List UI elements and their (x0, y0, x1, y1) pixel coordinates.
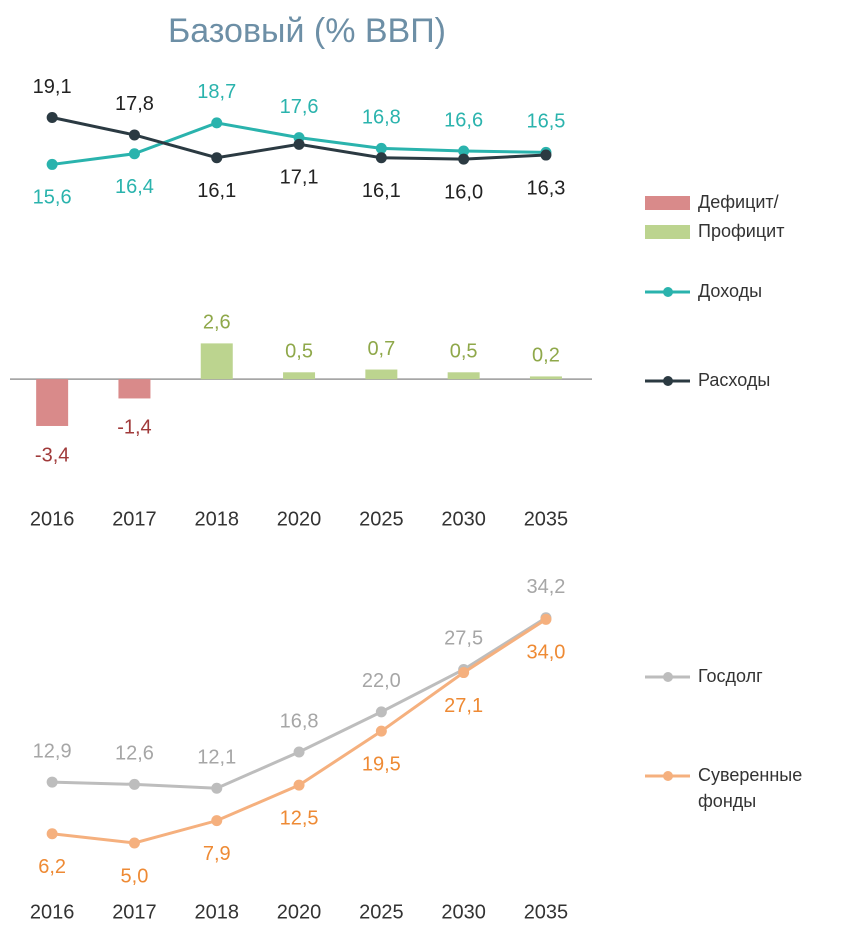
bar (118, 379, 151, 399)
value-label: 7,9 (203, 843, 231, 865)
bar (529, 376, 562, 380)
value-label: 6,2 (38, 856, 66, 878)
value-label: 12,1 (197, 747, 236, 769)
x-tick-label: 2035 (524, 508, 569, 530)
value-label: 0,2 (532, 345, 560, 367)
x-tick-label: 2035 (524, 901, 569, 923)
value-label: 16,1 (197, 180, 236, 202)
bar (200, 343, 233, 380)
value-label: 19,1 (33, 76, 72, 98)
chart-title: Базовый (% ВВП) (168, 12, 446, 50)
value-label: 16,8 (362, 107, 401, 129)
point (293, 779, 305, 791)
value-label: 16,6 (444, 109, 483, 131)
value-label: 27,1 (444, 695, 483, 717)
x-tick-label: 2020 (277, 508, 322, 530)
value-label: 12,9 (33, 740, 72, 762)
point (540, 149, 552, 161)
legend-marker (663, 376, 673, 386)
legend-label: Доходы (698, 281, 762, 301)
legend-label: Расходы (698, 370, 770, 390)
point (540, 613, 552, 625)
value-label: 18,7 (197, 81, 236, 103)
value-label: 22,0 (362, 670, 401, 692)
value-label: 12,5 (280, 807, 319, 829)
point (458, 667, 470, 679)
x-tick-label: 2020 (277, 901, 322, 923)
value-label: 27,5 (444, 628, 483, 650)
point (46, 158, 58, 170)
point (375, 725, 387, 737)
value-label: 16,1 (362, 180, 401, 202)
value-label: 12,6 (115, 743, 154, 765)
point (128, 148, 140, 160)
point (211, 782, 223, 794)
point (211, 117, 223, 129)
x-tick-label: 2018 (195, 901, 240, 923)
x-tick-label: 2030 (441, 508, 486, 530)
value-label: 34,0 (526, 642, 565, 664)
point (46, 776, 58, 788)
point (458, 153, 470, 165)
bar (283, 372, 316, 380)
value-label: 0,5 (285, 341, 313, 363)
value-label: 17,6 (280, 96, 319, 118)
point (128, 778, 140, 790)
value-label: 16,5 (526, 111, 565, 133)
legend-label: Госдолг (698, 666, 763, 686)
value-label: 0,5 (450, 341, 478, 363)
point (375, 142, 387, 154)
legend-marker (663, 672, 673, 682)
value-label: 0,7 (367, 338, 395, 360)
value-label: -3,4 (35, 444, 69, 466)
point (211, 815, 223, 827)
point (128, 837, 140, 849)
x-tick-label: 2025 (359, 901, 404, 923)
bar (365, 369, 398, 380)
value-label: 2,6 (203, 312, 231, 334)
bar (447, 372, 480, 380)
value-label: 16,3 (526, 177, 565, 199)
legend-swatch (645, 225, 690, 239)
value-label: 16,0 (444, 181, 483, 203)
point (375, 706, 387, 718)
value-label: 16,4 (115, 176, 154, 198)
value-label: 17,1 (280, 167, 319, 189)
legend-marker (663, 771, 673, 781)
x-tick-label: 2017 (112, 508, 157, 530)
value-label: 5,0 (121, 865, 149, 887)
value-label: 16,8 (280, 710, 319, 732)
x-tick-label: 2018 (195, 508, 240, 530)
legend-label: Профицит (698, 221, 784, 241)
point (211, 152, 223, 164)
value-label: 34,2 (526, 576, 565, 598)
point (128, 129, 140, 141)
x-tick-label: 2016 (30, 901, 75, 923)
x-tick-label: 2016 (30, 508, 75, 530)
point (293, 138, 305, 150)
point (46, 828, 58, 840)
legend-label: Дефицит/ (698, 192, 779, 212)
x-tick-label: 2017 (112, 901, 157, 923)
point (293, 746, 305, 758)
value-label: 15,6 (33, 187, 72, 209)
bar (36, 379, 69, 426)
point (458, 145, 470, 157)
x-tick-label: 2025 (359, 508, 404, 530)
legend-marker (663, 287, 673, 297)
legend-swatch (645, 196, 690, 210)
point (46, 112, 58, 124)
value-label: 19,5 (362, 753, 401, 775)
value-label: -1,4 (117, 417, 151, 439)
point (375, 152, 387, 164)
value-label: 17,8 (115, 93, 154, 115)
x-tick-label: 2030 (441, 901, 486, 923)
legend-label: Суверенные фонды (698, 765, 802, 811)
